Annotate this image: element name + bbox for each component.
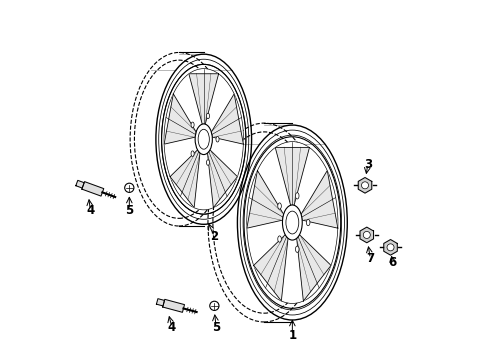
Polygon shape — [164, 94, 196, 144]
Ellipse shape — [209, 301, 219, 310]
Ellipse shape — [277, 203, 281, 209]
Ellipse shape — [191, 122, 194, 127]
Polygon shape — [170, 150, 200, 208]
Ellipse shape — [386, 244, 393, 251]
Ellipse shape — [295, 246, 298, 252]
Polygon shape — [156, 299, 164, 306]
Text: 2: 2 — [210, 230, 218, 243]
Text: 6: 6 — [388, 256, 396, 269]
Polygon shape — [207, 150, 237, 208]
Polygon shape — [246, 171, 283, 228]
Ellipse shape — [285, 211, 298, 234]
Polygon shape — [76, 180, 84, 188]
Ellipse shape — [295, 193, 298, 199]
Ellipse shape — [124, 183, 134, 192]
Ellipse shape — [282, 205, 302, 240]
Ellipse shape — [206, 113, 209, 119]
Text: 7: 7 — [366, 252, 374, 265]
Polygon shape — [163, 300, 184, 312]
Ellipse shape — [216, 136, 219, 142]
Ellipse shape — [363, 231, 369, 238]
Ellipse shape — [361, 182, 368, 189]
Polygon shape — [188, 74, 218, 124]
Text: 5: 5 — [212, 321, 220, 334]
Ellipse shape — [198, 129, 209, 149]
Ellipse shape — [163, 69, 243, 210]
Polygon shape — [358, 177, 371, 193]
Polygon shape — [359, 227, 373, 243]
Polygon shape — [296, 235, 330, 301]
Text: 3: 3 — [363, 158, 371, 171]
Ellipse shape — [246, 141, 337, 303]
Text: 4: 4 — [86, 204, 94, 217]
Text: 4: 4 — [167, 321, 176, 334]
Polygon shape — [275, 148, 309, 205]
Polygon shape — [301, 171, 337, 228]
Polygon shape — [383, 239, 396, 255]
Ellipse shape — [195, 124, 212, 154]
Polygon shape — [253, 235, 287, 301]
Ellipse shape — [306, 219, 309, 226]
Ellipse shape — [206, 160, 209, 165]
Ellipse shape — [191, 151, 194, 156]
Polygon shape — [211, 94, 243, 144]
Text: 5: 5 — [125, 204, 133, 217]
Ellipse shape — [277, 236, 281, 242]
Polygon shape — [81, 182, 103, 196]
Text: 1: 1 — [288, 329, 296, 342]
